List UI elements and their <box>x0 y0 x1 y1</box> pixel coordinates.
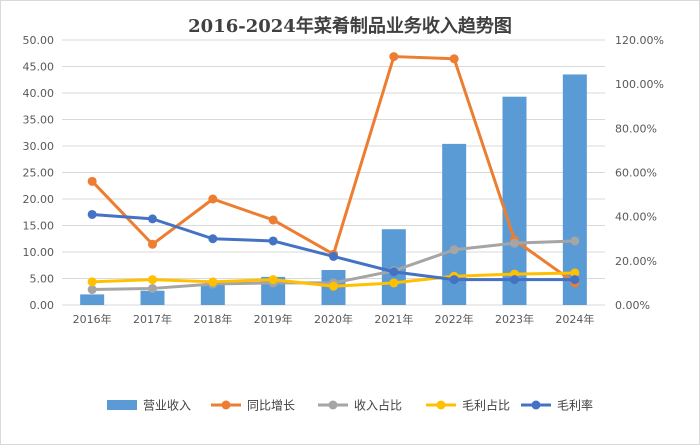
line-point <box>570 275 580 285</box>
line-point <box>389 278 399 288</box>
line-point <box>449 275 459 285</box>
y-left-tick-label: 15.00 <box>23 220 55 233</box>
y-left-tick-label: 50.00 <box>23 34 55 47</box>
y-right-tick-label: 120.00% <box>615 34 664 47</box>
x-tick-label: 2024年 <box>555 312 594 326</box>
y-left-tick-label: 10.00 <box>23 246 55 259</box>
x-tick-label: 2021年 <box>374 312 413 326</box>
series-line <box>90 212 577 282</box>
legend-label: 收入占比 <box>354 398 402 413</box>
line-point <box>510 275 519 285</box>
legend-label: 毛利率 <box>557 398 593 413</box>
x-tick-label: 2023年 <box>495 312 534 326</box>
line-point <box>268 236 278 246</box>
chart-title: 2016-2024年菜肴制品业务收入趋势图 <box>188 16 512 37</box>
y-right-tick-label: 40.00% <box>615 211 657 224</box>
legend-bar-swatch <box>107 400 137 410</box>
x-tick-label: 2016年 <box>73 312 112 326</box>
x-tick-label: 2019年 <box>254 312 293 326</box>
line-point <box>148 214 157 224</box>
line-point <box>510 238 519 248</box>
y-left-tick-label: 40.00 <box>23 87 55 100</box>
line-point <box>208 234 218 244</box>
y-right-tick-label: 20.00% <box>615 255 657 268</box>
line-point <box>208 194 218 204</box>
y-left-tick-label: 30.00 <box>23 140 55 153</box>
y-right-tick-label: 0.00% <box>615 299 650 312</box>
line-point <box>329 281 338 291</box>
line-point <box>570 268 580 278</box>
legend-marker <box>328 400 338 410</box>
legend-label: 营业收入 <box>143 399 191 413</box>
bar <box>200 284 225 305</box>
legend-label: 同比增长 <box>247 399 295 413</box>
line-point <box>87 209 97 219</box>
x-tick-label: 2018年 <box>193 312 232 326</box>
y-left-tick-label: 45.00 <box>23 61 55 74</box>
x-tick-label: 2022年 <box>435 312 474 326</box>
line-point <box>389 52 399 62</box>
y-left-tick-label: 25.00 <box>23 167 55 180</box>
legend-marker <box>531 400 541 410</box>
x-tick-label: 2020年 <box>314 312 353 326</box>
line-point <box>389 267 399 277</box>
y-left-tick-label: 0.00 <box>30 299 55 312</box>
series-line <box>90 55 577 285</box>
y-right-tick-label: 60.00% <box>615 167 657 180</box>
y-right-tick-label: 80.00% <box>615 122 657 135</box>
line-point <box>148 283 157 293</box>
line-point <box>87 176 97 186</box>
legend-marker <box>221 400 231 410</box>
line-point <box>268 215 278 225</box>
line-point <box>570 236 580 246</box>
bar <box>562 74 587 305</box>
y-left-tick-label: 20.00 <box>23 193 55 206</box>
legend-label: 毛利占比 <box>462 398 510 413</box>
line-point <box>87 277 97 287</box>
line-point <box>87 285 97 295</box>
bar <box>80 294 105 305</box>
line-point <box>449 245 459 255</box>
line-point <box>329 251 338 261</box>
y-left-tick-label: 35.00 <box>23 114 55 127</box>
line-point <box>208 277 218 287</box>
bar <box>140 290 165 305</box>
line-point <box>148 239 157 249</box>
x-tick-label: 2017年 <box>133 312 172 326</box>
line-point <box>268 275 278 285</box>
legend-marker <box>436 400 446 410</box>
line-point <box>449 54 459 64</box>
y-left-tick-label: 5.00 <box>30 273 55 286</box>
line-point <box>148 275 157 285</box>
y-right-tick-label: 100.00% <box>615 78 664 91</box>
